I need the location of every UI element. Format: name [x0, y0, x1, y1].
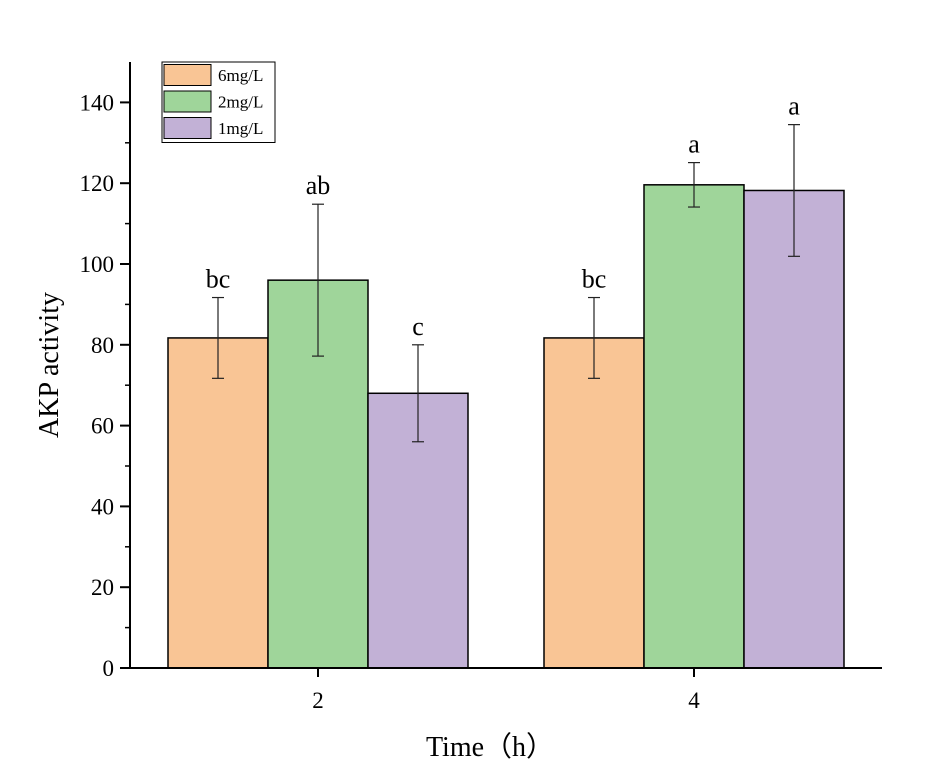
- y-axis-title: AKP activity: [34, 292, 65, 438]
- bar: [543, 337, 645, 669]
- x-tick-label: 4: [688, 688, 700, 713]
- y-tick-label: 20: [91, 575, 114, 600]
- significance-label: a: [688, 130, 700, 159]
- bars-layer: [167, 184, 845, 669]
- significance-label: c: [412, 312, 424, 341]
- significance-label: bc: [206, 265, 231, 294]
- y-tick-label: 140: [80, 90, 115, 115]
- y-tick-label: 0: [103, 656, 115, 681]
- y-tick-label: 60: [91, 414, 114, 439]
- bar: [167, 337, 269, 669]
- legend-label: 2mg/L: [218, 93, 263, 112]
- legend-frame: [161, 61, 276, 143]
- bar: [643, 184, 745, 669]
- significance-label: bc: [582, 265, 607, 294]
- y-tick-label: 120: [80, 171, 115, 196]
- legend: 6mg/L 2mg/L 1mg/L: [161, 61, 276, 143]
- legend-swatch: [163, 117, 212, 139]
- legend-label: 1mg/L: [218, 119, 263, 138]
- legend-swatch: [163, 90, 212, 113]
- x-axis-title: Time（h）: [426, 731, 554, 763]
- y-tick-label: 40: [91, 494, 114, 519]
- significance-label: a: [788, 92, 800, 121]
- x-tick-label: 2: [312, 688, 324, 713]
- legend-label: 6mg/L: [218, 66, 263, 85]
- significance-labels-layer: bc ab c bc a a: [206, 92, 801, 341]
- y-tick-label: 80: [91, 333, 114, 358]
- bar: [743, 189, 845, 669]
- y-tick-label: 100: [80, 252, 115, 277]
- legend-swatch: [163, 64, 212, 86]
- error-bars-layer: [212, 124, 800, 443]
- y-ticks-layer: 0 20 40 60 80 100 120 140: [80, 90, 130, 681]
- significance-label: ab: [306, 171, 331, 200]
